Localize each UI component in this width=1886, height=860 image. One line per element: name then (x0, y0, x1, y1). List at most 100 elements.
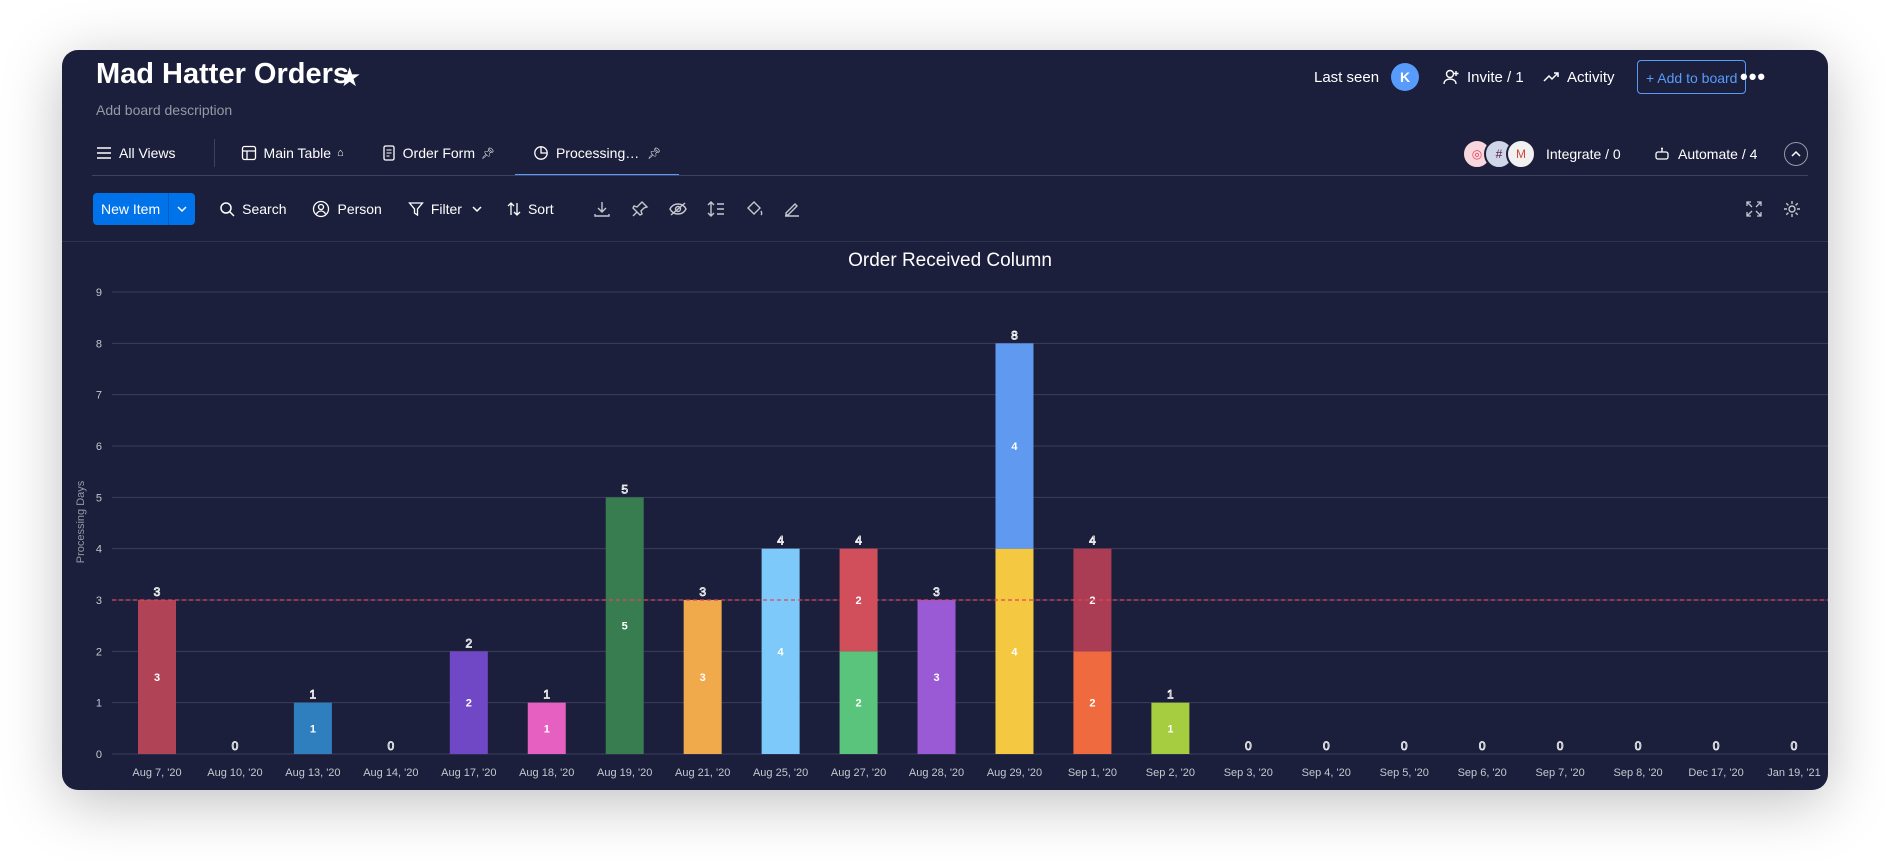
bar-segment[interactable] (449, 651, 488, 754)
segment-value-label: 3 (700, 672, 706, 684)
bar-total-label: 0 (1791, 739, 1798, 753)
x-tick-label: Sep 5, '20 (1380, 767, 1429, 779)
sort-icon (507, 202, 521, 216)
more-options-icon[interactable]: ••• (1740, 64, 1767, 89)
avatar[interactable]: K (1391, 63, 1420, 91)
invite-button[interactable]: Invite / 1 (1442, 60, 1524, 94)
automate-button[interactable]: Automate / 4 (1654, 136, 1757, 172)
bar-segment[interactable] (1073, 651, 1112, 754)
new-item-button[interactable]: New Item (93, 193, 196, 225)
menu-icon (97, 147, 111, 159)
last-seen-label: Last seen (1314, 68, 1380, 86)
hide-icon[interactable] (668, 199, 688, 219)
favorite-star-icon[interactable]: ★ (338, 62, 362, 92)
bar-segment[interactable] (995, 548, 1034, 754)
integrate-button[interactable]: ◎ # M Integrate / 0 (1462, 136, 1621, 172)
integrate-label: Integrate / 0 (1546, 146, 1621, 162)
x-tick-label: Jan 19, '21 (1767, 767, 1820, 779)
add-to-board-button[interactable]: + Add to board (1637, 60, 1747, 94)
filter-dropdown-chevron-icon[interactable] (472, 205, 489, 213)
bar-segment[interactable] (1151, 702, 1190, 754)
invite-label: Invite / 1 (1467, 68, 1524, 86)
table-icon (241, 145, 256, 161)
x-tick-label: Aug 17, '20 (441, 767, 496, 779)
segment-value-label: 3 (154, 672, 160, 684)
board-toolbar: New Item Search Person Filter Sort (93, 193, 820, 225)
person-icon (313, 200, 330, 218)
bar-segment[interactable] (293, 702, 332, 754)
gmail-logo-icon: M (1506, 139, 1536, 169)
bar-total-label: 0 (1245, 739, 1252, 753)
bar-total-label: 3 (699, 585, 706, 599)
x-tick-label: Aug 14, '20 (363, 767, 418, 779)
tab-all-views[interactable]: All Views (96, 132, 176, 174)
filter-icon (407, 202, 424, 217)
tab-order-form[interactable]: Order Form 📌︎ (382, 132, 495, 174)
tab-label: Processing… (555, 145, 640, 161)
paint-bucket-icon[interactable] (744, 199, 764, 219)
segment-value-label: 5 (622, 621, 628, 633)
bar-segment[interactable] (605, 497, 644, 754)
pin-icon: 📌︎ (647, 147, 662, 160)
sort-button[interactable]: Sort (507, 201, 554, 217)
bar-total-label: 5 (621, 482, 628, 496)
bar-total-label: 0 (1713, 739, 1720, 753)
tabs-divider (92, 175, 1808, 176)
sort-label: Sort (527, 201, 554, 217)
bar-total-label: 0 (232, 739, 239, 753)
segment-value-label: 1 (310, 723, 316, 735)
edit-icon[interactable] (782, 199, 802, 219)
activity-button[interactable]: Activity (1542, 60, 1615, 94)
collapse-header-button[interactable] (1784, 136, 1808, 172)
x-tick-label: Sep 4, '20 (1302, 767, 1351, 779)
x-tick-label: Aug 25, '20 (753, 767, 808, 779)
bar-segment[interactable] (995, 343, 1034, 549)
tab-main-table[interactable]: Main Table ⌂ (241, 132, 344, 174)
x-tick-label: Dec 17, '20 (1688, 767, 1743, 779)
bar-segment[interactable] (527, 702, 566, 754)
bar-total-label: 0 (1557, 739, 1564, 753)
person-filter-button[interactable]: Person (312, 200, 382, 218)
tab-processing[interactable]: Processing… 📌︎ (514, 132, 680, 176)
bar-segment[interactable] (761, 548, 800, 754)
x-tick-label: Sep 2, '20 (1146, 767, 1195, 779)
search-button[interactable]: Search (219, 201, 286, 217)
x-tick-label: Aug 27, '20 (831, 767, 886, 779)
y-tick-label: 1 (96, 698, 102, 710)
segment-value-label: 1 (544, 723, 550, 735)
x-tick-label: Aug 28, '20 (909, 767, 964, 779)
bar-total-label: 0 (1479, 739, 1486, 753)
bar-segment[interactable] (683, 600, 722, 754)
y-tick-label: 7 (96, 390, 102, 402)
chevron-down-icon[interactable] (168, 193, 195, 225)
y-tick-label: 2 (96, 646, 102, 658)
automate-label: Automate / 4 (1678, 146, 1758, 162)
segment-value-label: 2 (1089, 595, 1095, 607)
y-axis-label: Processing Days (75, 480, 87, 563)
x-tick-label: Aug 29, '20 (987, 767, 1042, 779)
segment-value-label: 1 (1167, 723, 1173, 735)
last-seen[interactable]: Last seen K (1314, 60, 1420, 94)
fullscreen-icon[interactable] (1744, 199, 1764, 219)
segment-value-label: 3 (933, 672, 939, 684)
x-tick-label: Aug 21, '20 (675, 767, 730, 779)
bar-total-label: 4 (777, 534, 784, 548)
row-height-icon[interactable] (706, 199, 726, 219)
tab-label: Main Table (263, 145, 331, 161)
integration-logos: ◎ # M (1462, 139, 1536, 169)
segment-value-label: 2 (856, 698, 862, 710)
bar-segment[interactable] (917, 600, 956, 754)
board-title[interactable]: Mad Hatter Orders (96, 58, 350, 90)
filter-button[interactable]: Filter (407, 201, 462, 217)
tab-label: Order Form (402, 145, 475, 161)
board-description[interactable]: Add board description (96, 102, 233, 118)
pin-icon[interactable] (630, 199, 650, 219)
x-tick-label: Aug 7, '20 (132, 767, 181, 779)
chevron-up-icon (1784, 142, 1808, 166)
download-icon[interactable] (592, 199, 612, 219)
y-tick-label: 4 (96, 544, 102, 556)
bar-segment[interactable] (839, 651, 878, 754)
bar-segment[interactable] (138, 600, 176, 754)
settings-gear-icon[interactable] (1782, 199, 1802, 219)
bar-total-label: 2 (465, 636, 472, 650)
